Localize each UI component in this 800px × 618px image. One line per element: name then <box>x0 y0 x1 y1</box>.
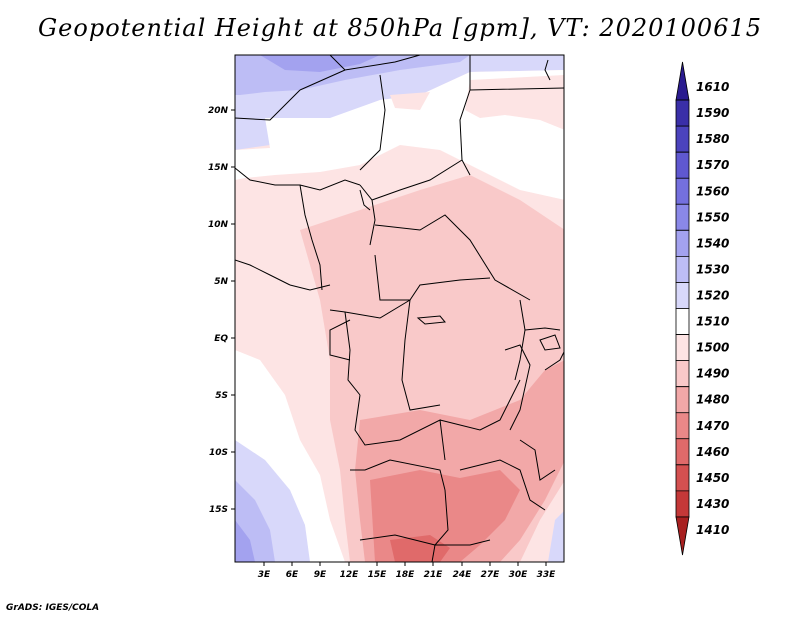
lat-label: 20N <box>208 106 229 116</box>
lat-label: 10S <box>209 448 228 458</box>
lat-label: 5N <box>214 277 228 287</box>
colorbar-label: 1430 <box>696 497 729 511</box>
colorbar-label: 1510 <box>696 315 729 329</box>
lon-label: 21E <box>424 570 444 580</box>
colorbar-swatch <box>675 125 690 153</box>
colorbar-label: 1490 <box>696 367 729 381</box>
colorbar-swatch <box>675 203 690 231</box>
colorbar-label: 1500 <box>696 341 729 355</box>
lon-label: 24E <box>453 570 473 580</box>
chart-title: Geopotential Height at 850hPa [gpm], VT:… <box>38 14 762 42</box>
colorbar-label: 1550 <box>696 210 729 224</box>
colorbar-swatch <box>675 255 690 283</box>
lon-label: 18E <box>396 570 416 580</box>
colorbar-swatch <box>675 99 690 127</box>
colorbar-label: 1520 <box>696 288 729 302</box>
lon-label: 12E <box>340 570 360 580</box>
lat-label: 10N <box>208 220 229 230</box>
colorbar-swatch <box>675 516 690 556</box>
lat-ticks <box>231 109 235 510</box>
colorbar-swatch <box>675 61 690 101</box>
colorbar-swatch <box>675 282 690 309</box>
lon-label: 3E <box>258 570 271 580</box>
colorbar-label: 1590 <box>696 106 729 120</box>
lon-label: 30E <box>509 570 529 580</box>
colorbar-swatch <box>675 308 690 335</box>
country-borders <box>235 55 564 562</box>
lon-label: 9E <box>314 570 327 580</box>
lon-label: 27E <box>481 570 501 580</box>
shaded-field <box>235 55 564 562</box>
lon-ticks <box>263 562 547 566</box>
lat-label: 15N <box>208 163 229 173</box>
colorbar: 1610 1590 1580 1570 1560 1550 1540 1530 1520 1510… <box>675 61 729 556</box>
lon-labels: 3E 6E 9E 12E 15E 18E 21E 24E 27E 30E 33E <box>258 570 556 580</box>
colorbar-swatch <box>675 229 690 257</box>
colorbar-swatch <box>675 438 690 466</box>
colorbar-swatch <box>675 360 690 388</box>
colorbar-label: 1480 <box>696 393 729 407</box>
lat-labels: 20N 15N 10N 5N EQ 5S 10S 15S <box>208 106 229 515</box>
lat-label: 15S <box>209 505 228 515</box>
colorbar-label: 1570 <box>696 158 729 172</box>
colorbar-swatch <box>675 412 690 440</box>
colorbar-swatch <box>675 490 690 518</box>
grads-credit: GrADS: IGES/COLA <box>6 603 100 613</box>
lon-label: 6E <box>286 570 299 580</box>
colorbar-label: 1610 <box>696 80 729 94</box>
colorbar-swatch <box>675 177 690 205</box>
plot-frame <box>234 54 565 563</box>
lon-label: 15E <box>368 570 388 580</box>
colorbar-swatch <box>675 386 690 414</box>
colorbar-label: 1540 <box>696 236 729 250</box>
colorbar-swatch <box>675 151 690 179</box>
colorbar-swatch <box>675 464 690 492</box>
colorbar-label: 1460 <box>696 445 729 459</box>
lon-label: 33E <box>537 570 557 580</box>
colorbar-label: 1580 <box>696 132 729 146</box>
colorbar-label: 1410 <box>696 523 729 537</box>
lat-label: EQ <box>214 334 228 344</box>
colorbar-label: 1450 <box>696 471 729 485</box>
colorbar-label: 1530 <box>696 262 729 276</box>
colorbar-label: 1470 <box>696 419 729 433</box>
colorbar-swatch <box>675 334 690 362</box>
colorbar-label: 1560 <box>696 184 729 198</box>
lat-label: 5S <box>215 391 228 401</box>
